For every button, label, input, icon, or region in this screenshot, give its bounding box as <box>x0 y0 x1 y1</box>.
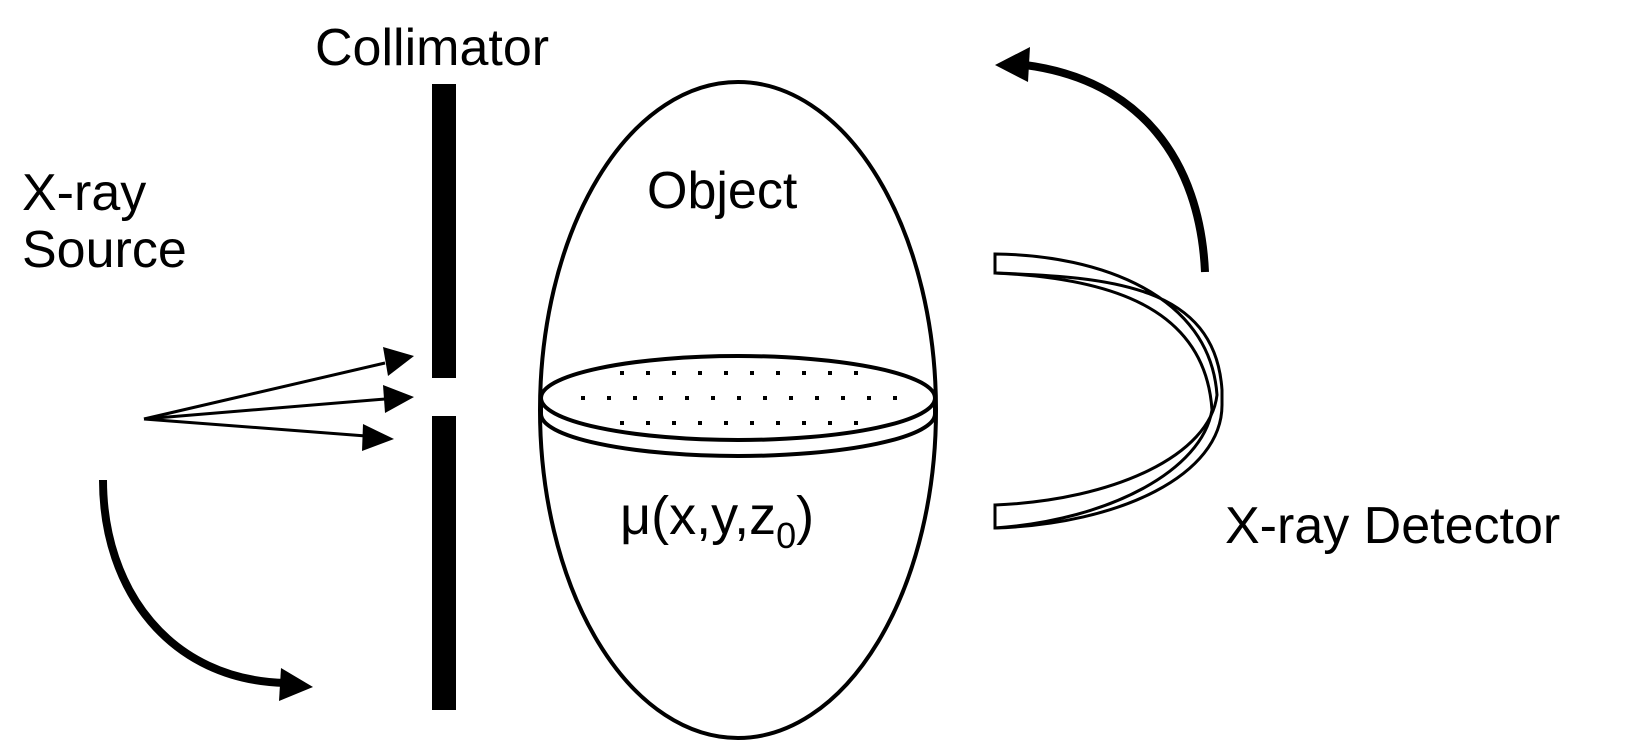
slice-dot <box>776 371 780 375</box>
slice-dot <box>841 396 845 400</box>
slice-dot <box>646 371 650 375</box>
xray-source-label-line2: Source <box>22 221 187 280</box>
slice-dot <box>815 396 819 400</box>
slice-dot <box>698 371 702 375</box>
object-label: Object <box>647 162 798 220</box>
xray-detector <box>993 252 1224 530</box>
slice-dot <box>711 396 715 400</box>
slice-dot <box>750 421 754 425</box>
detector-rotation-arrowhead <box>995 47 1030 82</box>
slice-dot <box>620 371 624 375</box>
xray-ray-middle <box>143 397 386 421</box>
xray-ray-lower-arrowhead <box>362 424 394 451</box>
attenuation-label: μ(x,y,z0) <box>620 486 815 556</box>
detector-band-top <box>993 252 1224 530</box>
slice-dot <box>854 421 858 425</box>
slice-dot <box>854 371 858 375</box>
slice-dot <box>672 371 676 375</box>
attenuation-suffix: ) <box>796 486 815 546</box>
slice-dot <box>581 396 585 400</box>
collimator-upper-plate <box>432 84 456 378</box>
slice-dot <box>724 421 728 425</box>
attenuation-subscript: 0 <box>776 515 797 556</box>
source-rotation-arrowhead <box>279 668 313 701</box>
slice-dot <box>802 371 806 375</box>
xray-ray-upper-arrowhead <box>383 347 414 376</box>
slice-dot <box>685 396 689 400</box>
slice-dot <box>698 421 702 425</box>
slice-dot <box>776 421 780 425</box>
slice-dot <box>867 396 871 400</box>
slice-dot <box>659 396 663 400</box>
slice-dot <box>802 421 806 425</box>
slice-dot <box>672 421 676 425</box>
slice-dot <box>646 421 650 425</box>
detector-band-inner-edge <box>994 271 1214 530</box>
xray-ray-lower <box>143 417 367 438</box>
slice-dot <box>607 396 611 400</box>
slice-dot <box>789 396 793 400</box>
slice-dots <box>581 371 897 425</box>
slice-dot <box>633 396 637 400</box>
slice-dot <box>737 396 741 400</box>
xray-source-label: X-ray Source <box>22 164 187 280</box>
slice-dot <box>763 396 767 400</box>
xray-detector-label: X-ray Detector <box>1225 497 1561 555</box>
slice-dot <box>724 371 728 375</box>
slice-dot <box>750 371 754 375</box>
xray-ray-middle-arrowhead <box>383 385 414 413</box>
slice-dot <box>620 421 624 425</box>
collimator-lower-plate <box>432 416 456 710</box>
slice-dot <box>893 396 897 400</box>
slice-disk <box>539 354 937 458</box>
xray-source-label-line1: X-ray <box>22 164 147 222</box>
xray-ray-upper <box>143 361 386 421</box>
xray-beam <box>143 347 414 451</box>
attenuation-prefix: μ(x,y,z <box>620 486 777 546</box>
collimator-label: Collimator <box>315 19 550 77</box>
detector-rotation-arrow <box>1024 61 1209 273</box>
source-rotation-arrow <box>99 479 286 687</box>
slice-dot <box>828 421 832 425</box>
slice-dot <box>828 371 832 375</box>
